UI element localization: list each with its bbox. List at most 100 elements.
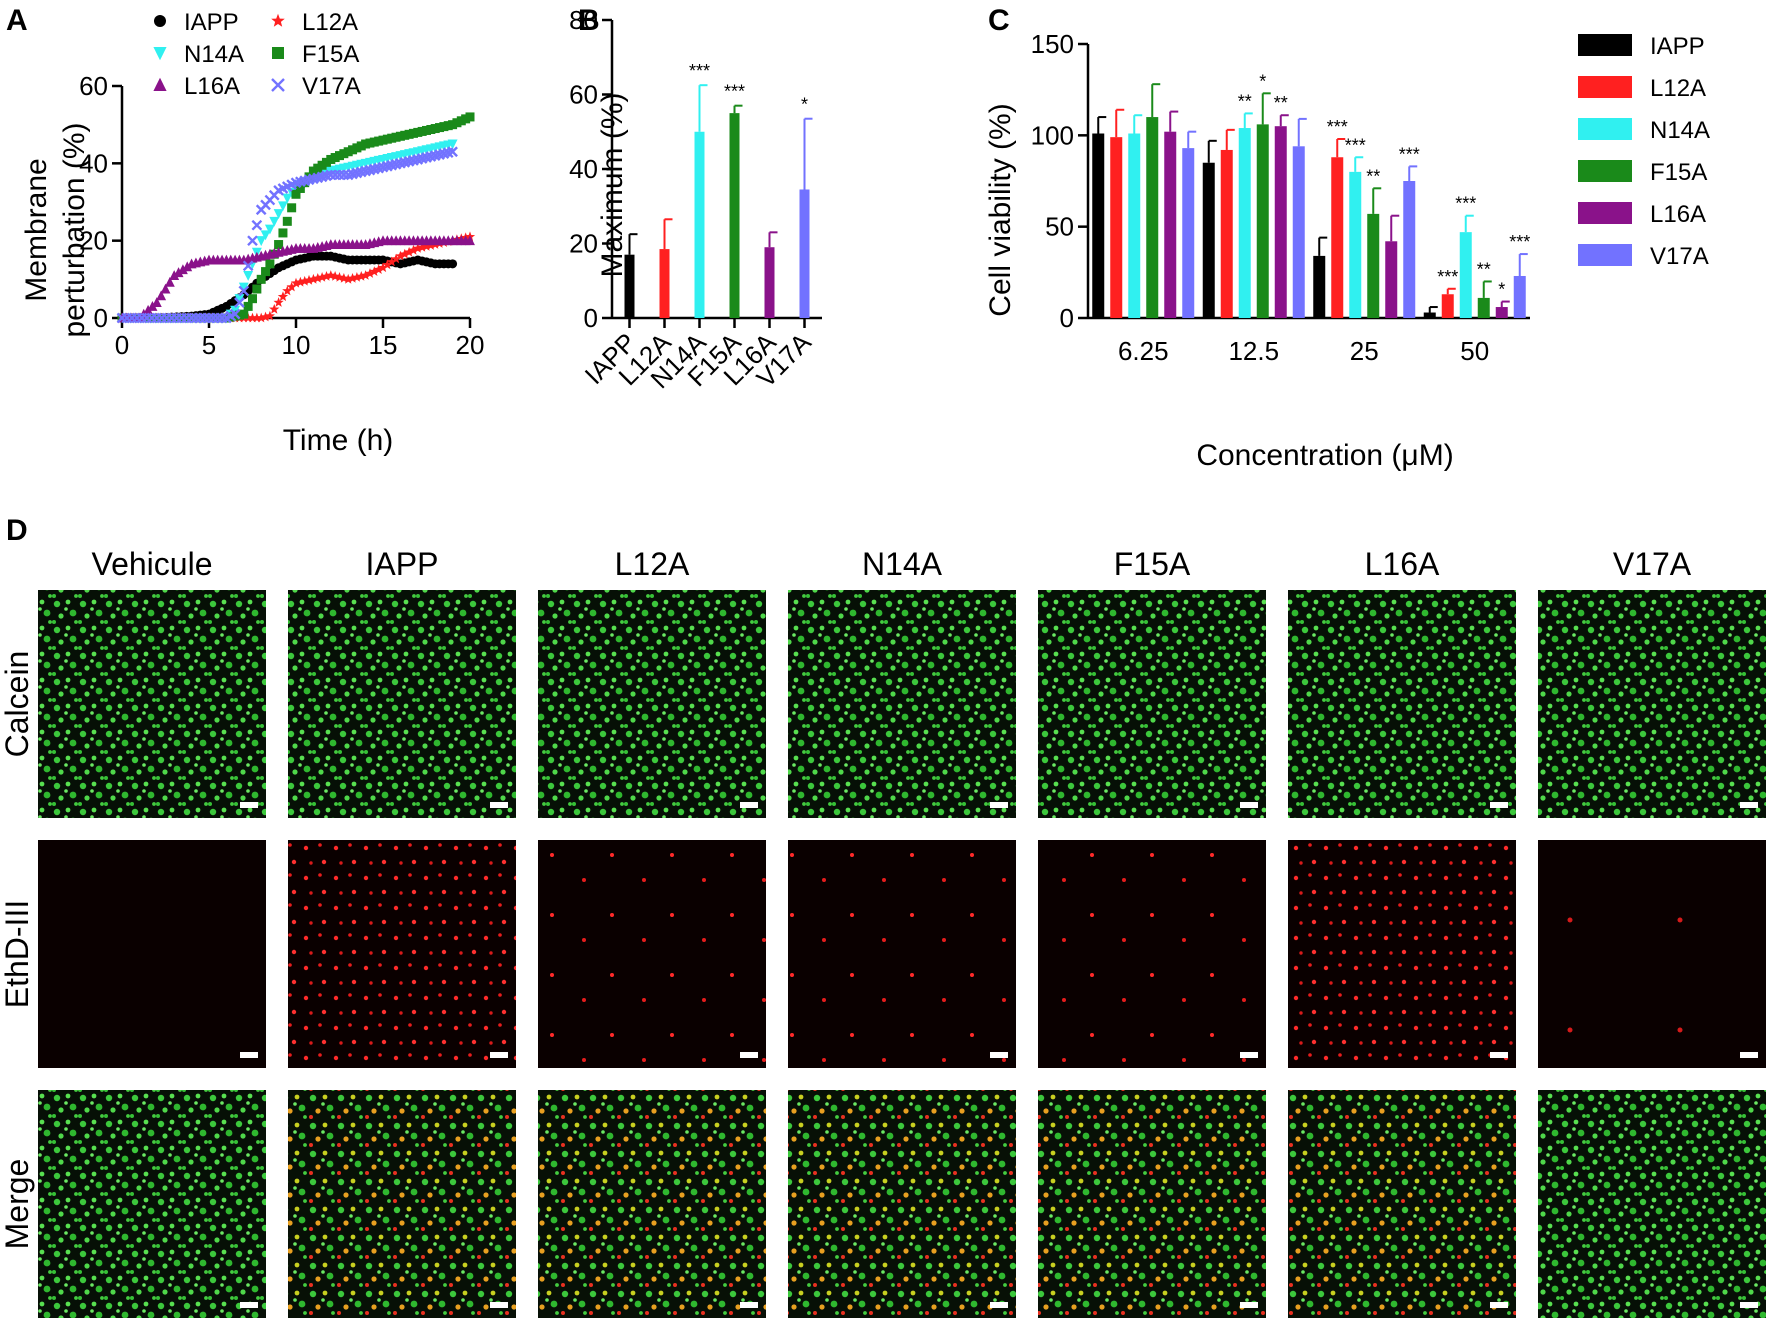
micrograph-merge-f15a [1038,1090,1266,1318]
scale-bar [740,802,758,808]
bar-iapp-12-5 [1202,162,1215,318]
point-v17a [251,219,263,231]
series-v17a [116,146,458,324]
scale-bar [1240,1302,1258,1308]
bar-l12a-25 [1331,157,1344,318]
micrograph-merge-l12a [538,1090,766,1318]
micrograph-ethd-iii-n14a [788,840,1016,1068]
panel-a-x-tick-label: 20 [456,330,485,360]
bar-v17a-25 [1403,181,1416,318]
point-l16a [151,297,162,308]
micrograph-calcein-l16a [1288,590,1516,818]
legend-swatch-l16a [1578,202,1632,224]
panel-b-bars: ******* [624,61,813,318]
legend-label-l16a: L16A [1650,201,1706,228]
point-l12a [395,250,406,261]
bar-l16a-6-25 [1164,131,1177,318]
significance-l12a-25: *** [1327,117,1348,137]
point-l12a [264,310,275,321]
legend-label-v17a: V17A [1650,243,1709,270]
panel-a-y-tick-label: 20 [79,226,108,256]
point-f15a [282,216,292,226]
panel-d-micrograph-grid: Vehicule IAPP L12A N14A F15A L16A V17A Calcein E… [0,546,1766,1318]
point-l12a [412,243,423,253]
panel-a-x-tick-label: 10 [282,330,311,360]
scale-bar [240,1052,258,1058]
micrograph-merge-iapp [288,1090,516,1318]
point-l12a [386,256,397,267]
legend-swatch-l12a [1578,76,1632,98]
point-l12a [404,246,415,257]
column-title-f15a: F15A [1114,546,1191,582]
point-l12a [277,291,289,302]
point-l12a [269,303,280,314]
scale-bar [1740,1052,1758,1058]
legend-marker-n14a [153,47,167,61]
legend-label-f15a: F15A [1650,159,1707,186]
point-l12a [299,275,310,286]
column-title-vehicule: Vehicule [92,546,213,582]
point-l12a [247,312,258,323]
panel-c-y-tick-label: 0 [1060,303,1074,333]
point-l12a [312,273,323,283]
bar-f15a-6-25 [1146,117,1159,318]
panel-a-y-tick-label: 40 [79,148,108,178]
bar-v17a-50 [1513,275,1526,318]
row-label-calcein: Calcein [0,651,35,758]
point-n14a [447,139,458,150]
bar-l16a-50 [1495,307,1508,318]
bar-iapp-25 [1313,255,1326,318]
point-n14a [243,270,254,281]
micrograph-ethd-iii-vehicule [38,840,266,1068]
bar-v17a [799,189,810,318]
point-f15a [287,203,297,213]
point-l16a [160,283,171,294]
point-l16a [465,235,475,246]
legend-label-l16a: L16A [184,73,240,100]
bar-l12a-50 [1441,294,1454,318]
bar-n14a [694,131,705,318]
panel-b-y-tick-label: 20 [569,229,598,259]
point-n14a [273,209,284,219]
column-title-l12a: L12A [615,546,690,582]
bar-iapp [624,254,635,318]
legend-marker-iapp [154,15,166,27]
legend-swatch-n14a [1578,118,1632,140]
legend-swatch-f15a [1578,160,1632,182]
legend-label-iapp: IAPP [1650,33,1705,60]
point-l16a [177,264,188,275]
bar-n14a-6-25 [1128,133,1141,318]
scale-bar [1490,802,1508,808]
point-f15a [278,228,288,238]
legend-label-iapp: IAPP [184,9,239,36]
point-n14a [264,224,275,235]
panel-letter-a: A [6,4,28,37]
point-l12a [317,272,328,282]
panel-b-y-axis-label: Maximum (%) [596,93,629,278]
point-f15a [243,301,253,311]
point-l12a [347,273,358,283]
point-l16a [182,261,193,272]
micrograph-ethd-iii-v17a [1538,840,1766,1068]
panel-a-x-axis-label: Time (h) [283,424,394,457]
point-l12a [408,244,419,255]
scale-bar [490,1302,508,1308]
point-f15a [248,294,257,304]
point-l12a [282,285,293,296]
scale-bar [1240,802,1258,808]
bar-iapp-6-25 [1092,133,1105,318]
micrograph-ethd-iii-iapp [288,840,516,1068]
row-label-ethd-iii: EthD-III [0,900,35,1008]
point-v17a [447,146,458,158]
point-n14a [238,282,249,293]
point-f15a [295,183,305,193]
panel-b-y-tick-label: 80 [569,5,598,35]
point-l16a [173,267,184,278]
series-f15a [117,112,475,323]
panel-a-axes: 0 5 10 15 20 0 20 40 60 [79,71,484,360]
significance-f15a: *** [724,82,745,102]
panel-a-data-marks [116,112,476,324]
bar-v17a-6-25 [1182,148,1195,318]
